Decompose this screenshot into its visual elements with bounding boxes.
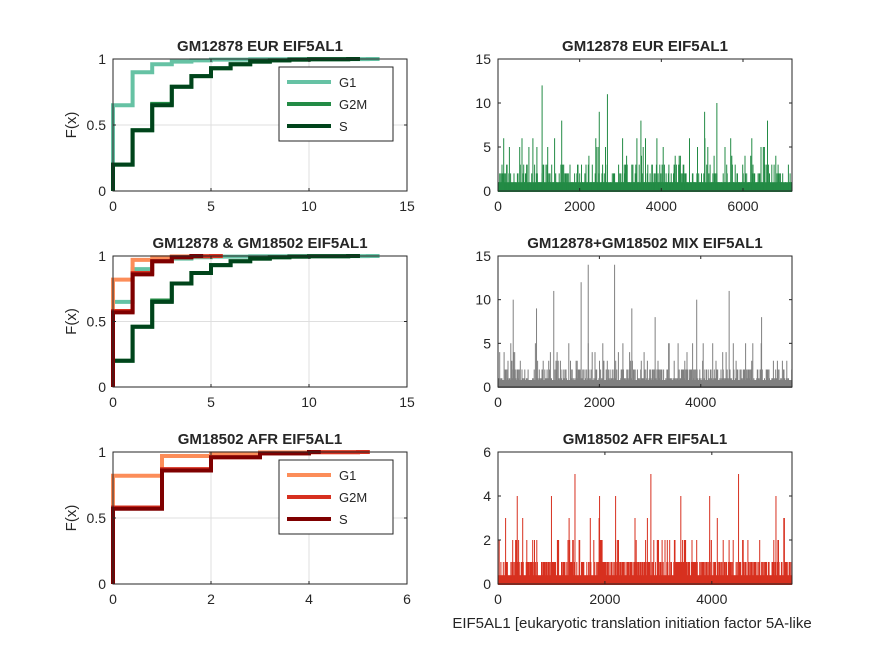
- chart-title: GM12878 & GM18502 EIF5AL1: [152, 235, 367, 252]
- y-tick-label: 0: [483, 379, 491, 395]
- y-tick-label: 10: [475, 292, 491, 308]
- x-tick-label: 2000: [589, 591, 620, 607]
- x-tick-label: 4000: [685, 394, 716, 410]
- x-tick-label: 0: [109, 394, 117, 410]
- bars-eur-plot: 0 2000 4000 6000 0 5 10 15: [475, 51, 793, 214]
- panel-ecdf-eur: GM12878 EUR EIF5AL1 0 5 10 15 0 0.5 1 F(x) G1 G2M…: [63, 38, 415, 214]
- chart-title: GM18502 AFR EIF5AL1: [563, 431, 728, 448]
- ecdf-eur-plot: 0 5 10 15 0 0.5 1 F(x) G1 G2M S: [63, 51, 415, 214]
- x-tick-label: 0: [109, 591, 117, 607]
- y-tick-label: 0.5: [87, 510, 107, 526]
- x-tick-label: 10: [301, 394, 317, 410]
- y-tick-label: 4: [483, 488, 491, 504]
- legend-label: G1: [339, 75, 356, 90]
- x-tick-label: 2: [207, 591, 215, 607]
- y-tick-label: 0: [483, 183, 491, 199]
- chart-title: GM12878 EUR EIF5AL1: [562, 38, 728, 55]
- ecdf-afr-plot: 0 2 4 6 0 0.5 1 F(x) G1 G2M S: [63, 444, 411, 607]
- y-tick-label: 1: [98, 248, 106, 264]
- figure-xlabel: EIF5AL1 [eukaryotic translation initiati…: [452, 615, 811, 632]
- x-tick-label: 10: [301, 198, 317, 214]
- y-tick-label: 0.5: [87, 314, 107, 330]
- legend-label: G2M: [339, 97, 367, 112]
- y-axis-label: F(x): [63, 112, 80, 139]
- x-tick-label: 6: [403, 591, 411, 607]
- x-tick-label: 0: [494, 394, 502, 410]
- x-tick-label: 4: [305, 591, 313, 607]
- y-tick-label: 10: [475, 95, 491, 111]
- x-tick-label: 0: [109, 198, 117, 214]
- chart-title: GM18502 AFR EIF5AL1: [178, 431, 343, 448]
- panel-bars-afr: GM18502 AFR EIF5AL1 0 2000 4000 0 2 4 6: [483, 431, 793, 607]
- y-tick-label: 6: [483, 444, 491, 460]
- x-tick-label: 0: [494, 198, 502, 214]
- x-tick-label: 5: [207, 198, 215, 214]
- bars-afr-plot: 0 2000 4000 0 2 4 6: [483, 444, 793, 607]
- chart-title: GM12878+GM18502 MIX EIF5AL1: [527, 235, 763, 252]
- x-tick-label: 4000: [646, 198, 677, 214]
- axes-box: [497, 451, 793, 585]
- plot-area: [498, 256, 792, 387]
- axes-box: [497, 255, 793, 388]
- x-tick-label: 4000: [696, 591, 727, 607]
- legend-label: S: [339, 119, 348, 134]
- axes-box: [497, 58, 793, 192]
- x-tick-label: 2000: [564, 198, 595, 214]
- y-tick-label: 15: [475, 248, 491, 264]
- x-tick-label: 2000: [584, 394, 615, 410]
- y-tick-label: 0: [483, 576, 491, 592]
- panel-ecdf-afr: GM18502 AFR EIF5AL1 0 2 4 6 0 0.5 1 F(x) G1 G2M S: [63, 431, 411, 607]
- y-tick-label: 5: [483, 139, 491, 155]
- y-tick-label: 1: [98, 51, 106, 67]
- panel-ecdf-mix: GM12878 & GM18502 EIF5AL1 0 5 10 15 0 0.5 1 F(x…: [63, 235, 415, 410]
- ecdf-series-s: [111, 254, 204, 387]
- y-axis-label: F(x): [63, 505, 80, 532]
- x-tick-label: 15: [399, 198, 415, 214]
- legend-label: G1: [339, 468, 356, 483]
- y-tick-label: 0: [98, 183, 106, 199]
- legend-label: G2M: [339, 490, 367, 505]
- panel-bars-mix: GM12878+GM18502 MIX EIF5AL1 0 2000 4000 0 5 1…: [475, 235, 793, 410]
- y-tick-label: 0: [98, 576, 106, 592]
- y-tick-label: 1: [98, 444, 106, 460]
- y-tick-label: 2: [483, 532, 491, 548]
- y-axis-label: F(x): [63, 308, 80, 335]
- panel-bars-eur: GM12878 EUR EIF5AL1 0 2000 4000 6000 0 5 10 15: [475, 38, 793, 214]
- chart-title: GM12878 EUR EIF5AL1: [177, 38, 343, 55]
- x-tick-label: 6000: [727, 198, 758, 214]
- y-tick-label: 15: [475, 51, 491, 67]
- y-tick-label: 0: [98, 379, 106, 395]
- bars-mix-plot: 0 2000 4000 0 5 10 15: [475, 248, 793, 410]
- x-tick-label: 15: [399, 394, 415, 410]
- legend-label: S: [339, 512, 348, 527]
- x-tick-label: 5: [207, 394, 215, 410]
- y-tick-label: 0.5: [87, 117, 107, 133]
- x-tick-label: 0: [494, 591, 502, 607]
- y-tick-label: 5: [483, 335, 491, 351]
- ecdf-mix-plot: 0 5 10 15 0 0.5 1 F(x): [63, 248, 415, 410]
